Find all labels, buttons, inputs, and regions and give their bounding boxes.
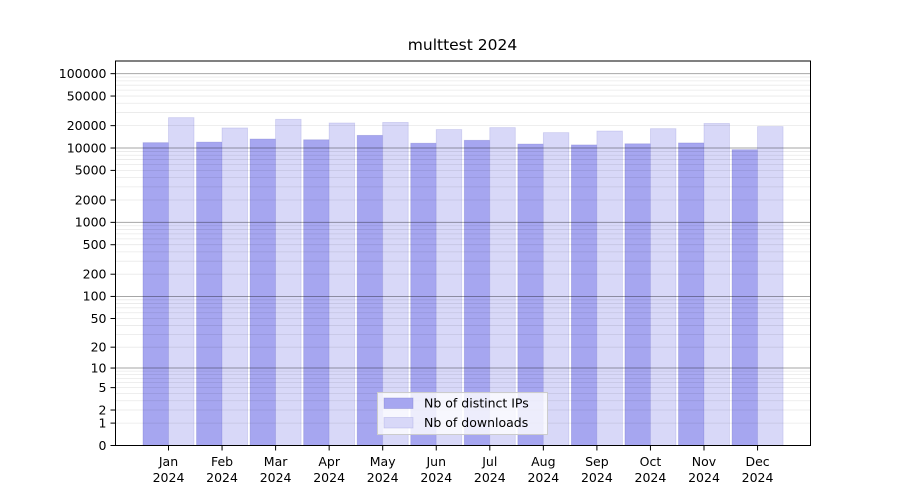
grid-layer xyxy=(115,73,811,424)
y-axis-tick-label: 100 xyxy=(83,289,107,304)
y-axis-tick-label: 50 xyxy=(91,311,107,326)
chart-title: multtest 2024 xyxy=(408,36,517,54)
legend-label-distinct-ips: Nb of distinct IPs xyxy=(424,396,529,411)
bar-downloads xyxy=(382,122,409,446)
y-axis-tick-label: 20000 xyxy=(67,118,107,133)
bar-downloads xyxy=(275,118,302,446)
bar-downloads xyxy=(168,117,195,446)
bar-distinct-ips xyxy=(303,139,330,446)
x-axis-tick-label: Jun 2024 xyxy=(420,454,452,485)
x-axis-tick-label: Feb 2024 xyxy=(206,454,238,485)
x-axis-tick-label: Apr 2024 xyxy=(313,454,345,485)
x-axis-tick-label: May 2024 xyxy=(367,454,399,485)
bar-distinct-ips xyxy=(731,149,758,446)
bar-downloads xyxy=(328,122,356,446)
y-axis-tick-label: 50000 xyxy=(67,88,107,103)
x-axis-tick-label: Jan 2024 xyxy=(153,454,185,485)
y-axis-tick-label: 1 xyxy=(99,415,107,430)
x-axis-tick-label: Aug 2024 xyxy=(527,454,559,485)
bar-distinct-ips xyxy=(249,138,277,446)
legend-swatch-distinct-ips xyxy=(383,397,414,409)
x-axis-tick-label: Nov 2024 xyxy=(688,454,720,485)
y-axis-tick-label: 5000 xyxy=(75,163,107,178)
bar-downloads xyxy=(596,130,623,446)
y-axis-tick-label: 2 xyxy=(99,402,107,417)
bar-downloads xyxy=(650,128,677,446)
legend-label-downloads: Nb of downloads xyxy=(424,415,528,430)
bar-downloads xyxy=(757,126,784,446)
x-axis-tick-label: Oct 2024 xyxy=(635,454,667,485)
axis-layer: 0 12 5 10 20 50 100 200 500 1000 2000 5000 10000 2000… xyxy=(59,66,774,485)
y-axis-tick-label: 5 xyxy=(99,380,107,395)
x-axis-tick-label: Jul 2024 xyxy=(474,454,506,485)
bar-downloads xyxy=(703,123,730,446)
bar-downloads xyxy=(221,127,248,446)
x-axis-tick-label: Sep 2024 xyxy=(581,454,613,485)
y-axis-tick-label: 200 xyxy=(83,267,107,282)
y-axis-tick-label: 10000 xyxy=(67,140,107,155)
legend-swatch-downloads xyxy=(383,417,414,429)
y-axis-tick-label: 20 xyxy=(91,339,107,354)
bar-distinct-ips xyxy=(624,143,651,446)
x-axis-tick-label: Mar 2024 xyxy=(260,454,292,485)
legend: Nb of distinct IPs Nb of downloads xyxy=(377,392,548,435)
bar-distinct-ips xyxy=(678,142,705,446)
y-axis-tick-label: 0 xyxy=(99,438,107,453)
y-axis-tick-label: 10 xyxy=(91,360,107,375)
y-axis-tick-label: 2000 xyxy=(75,192,107,207)
x-axis-tick-label: Dec 2024 xyxy=(742,454,774,485)
y-axis-tick-label: 100000 xyxy=(59,66,107,81)
bar-distinct-ips xyxy=(142,142,169,446)
bar-distinct-ips xyxy=(571,144,598,446)
y-axis-tick-label: 500 xyxy=(83,237,107,252)
y-axis-tick-label: 1000 xyxy=(75,215,107,230)
plot-frame xyxy=(115,60,811,446)
bar-distinct-ips xyxy=(196,141,223,446)
